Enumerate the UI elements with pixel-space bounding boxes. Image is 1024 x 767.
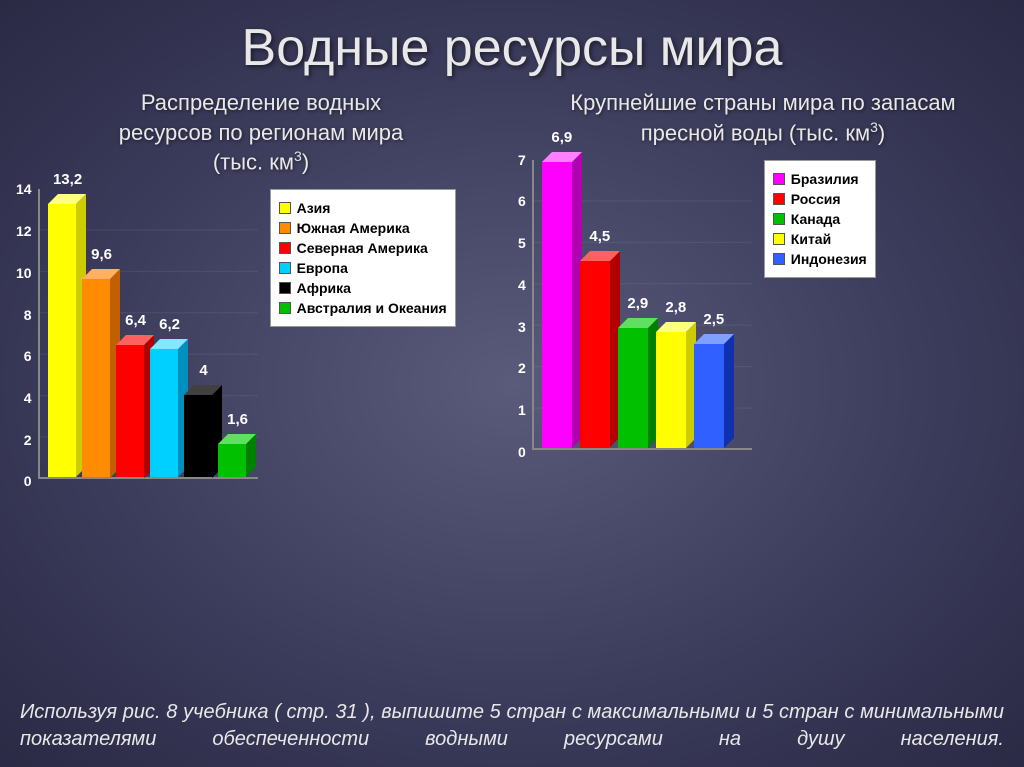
legend-item: Азия bbox=[279, 200, 447, 216]
bar bbox=[580, 261, 610, 447]
bar bbox=[48, 204, 76, 477]
bar bbox=[656, 332, 686, 448]
legend-label: Индонезия bbox=[791, 251, 867, 267]
bar-front bbox=[618, 328, 648, 448]
subtitle-line: (тыс. км bbox=[213, 150, 294, 175]
legend-label: Южная Америка bbox=[297, 220, 410, 236]
plot-wrap-right: 01234567 6,94,52,92,82,5 bbox=[518, 160, 752, 452]
bar bbox=[82, 279, 110, 478]
chart-left-subtitle: Распределение водных ресурсов по региона… bbox=[16, 88, 506, 177]
bar-front bbox=[116, 345, 144, 478]
y-axis-left: 02468101214 bbox=[16, 189, 38, 481]
bar-value-label: 4,5 bbox=[575, 228, 625, 245]
subtitle-sup: 3 bbox=[294, 148, 302, 164]
legend-item: Европа bbox=[279, 260, 447, 276]
bar-front bbox=[184, 395, 212, 478]
chart-left: Распределение водных ресурсов по региона… bbox=[16, 88, 506, 481]
legend-label: Северная Америка bbox=[297, 240, 428, 256]
bar bbox=[116, 345, 144, 478]
bar-front bbox=[82, 279, 110, 478]
subtitle-sup: 3 bbox=[870, 119, 878, 135]
charts-row: Распределение водных ресурсов по региона… bbox=[0, 88, 1024, 481]
legend-label: Австралия и Океания bbox=[297, 300, 447, 316]
legend-item: Канада bbox=[773, 211, 867, 227]
legend-swatch bbox=[279, 242, 291, 254]
y-axis-right: 01234567 bbox=[518, 160, 532, 452]
chart-right: Крупнейшие страны мира по запасам пресно… bbox=[518, 88, 1008, 481]
legend-label: Китай bbox=[791, 231, 831, 247]
legend-label: Россия bbox=[791, 191, 841, 207]
subtitle-line: Крупнейшие страны мира по запасам bbox=[570, 90, 955, 115]
bar-front bbox=[218, 444, 246, 477]
plot-right: 6,94,52,92,82,5 bbox=[532, 160, 752, 450]
legend-item: Африка bbox=[279, 280, 447, 296]
subtitle-line: ресурсов по регионам мира bbox=[119, 120, 404, 145]
legend-label: Африка bbox=[297, 280, 351, 296]
legend-swatch bbox=[773, 193, 785, 205]
plot-wrap-left: 02468101214 13,29,66,46,241,6 bbox=[16, 189, 258, 481]
legend-swatch bbox=[279, 302, 291, 314]
legend-item: Китай bbox=[773, 231, 867, 247]
legend-right: Бразилия Россия Канада Китай Индонезия bbox=[764, 160, 876, 278]
bar bbox=[150, 349, 178, 477]
footer-text: Используя рис. 8 учебника ( стр. 31 ), в… bbox=[20, 699, 1004, 753]
bar-value-label: 6,2 bbox=[145, 316, 195, 333]
bar-front bbox=[694, 344, 724, 448]
legend-label: Европа bbox=[297, 260, 348, 276]
legend-swatch bbox=[279, 202, 291, 214]
bar-side bbox=[724, 334, 734, 448]
bar bbox=[542, 162, 572, 448]
legend-item: Бразилия bbox=[773, 171, 867, 187]
bar bbox=[218, 444, 246, 477]
legend-label: Канада bbox=[791, 211, 840, 227]
bar-front bbox=[656, 332, 686, 448]
legend-item: Австралия и Океания bbox=[279, 300, 447, 316]
legend-swatch bbox=[279, 222, 291, 234]
chart-right-subtitle: Крупнейшие страны мира по запасам пресно… bbox=[518, 88, 1008, 148]
legend-left: Азия Южная Америка Северная Америка Европа А… bbox=[270, 189, 456, 327]
bar-value-label: 6,9 bbox=[537, 129, 587, 146]
bar bbox=[618, 328, 648, 448]
bar-value-label: 13,2 bbox=[43, 171, 93, 188]
legend-item: Россия bbox=[773, 191, 867, 207]
subtitle-end: ) bbox=[878, 120, 885, 145]
bar-front bbox=[580, 261, 610, 447]
bar bbox=[694, 344, 724, 448]
subtitle-line: пресной воды (тыс. км bbox=[641, 120, 870, 145]
legend-item: Северная Америка bbox=[279, 240, 447, 256]
subtitle-end: ) bbox=[302, 150, 309, 175]
legend-item: Южная Америка bbox=[279, 220, 447, 236]
legend-swatch bbox=[773, 253, 785, 265]
chart-left-area: 02468101214 13,29,66,46,241,6 АзияЮжная … bbox=[16, 189, 506, 481]
legend-item: Индонезия bbox=[773, 251, 867, 267]
bar-front bbox=[542, 162, 572, 448]
page-title: Водные ресурсы мира bbox=[0, 0, 1024, 88]
legend-swatch bbox=[279, 282, 291, 294]
bar-value-label: 9,6 bbox=[77, 246, 127, 263]
bar-value-label: 1,6 bbox=[213, 411, 263, 428]
bar bbox=[184, 395, 212, 478]
bar-value-label: 4 bbox=[179, 362, 229, 379]
legend-swatch bbox=[773, 213, 785, 225]
bar-front bbox=[150, 349, 178, 477]
subtitle-line: Распределение водных bbox=[141, 90, 381, 115]
legend-swatch bbox=[773, 233, 785, 245]
bar-value-label: 2,5 bbox=[689, 311, 739, 328]
plot-left: 13,29,66,46,241,6 bbox=[38, 189, 258, 479]
legend-label: Бразилия bbox=[791, 171, 859, 187]
legend-label: Азия bbox=[297, 200, 331, 216]
chart-right-area: 01234567 6,94,52,92,82,5 Бразилия Россия К… bbox=[518, 160, 1008, 452]
legend-swatch bbox=[279, 262, 291, 274]
bar-front bbox=[48, 204, 76, 477]
legend-swatch bbox=[773, 173, 785, 185]
